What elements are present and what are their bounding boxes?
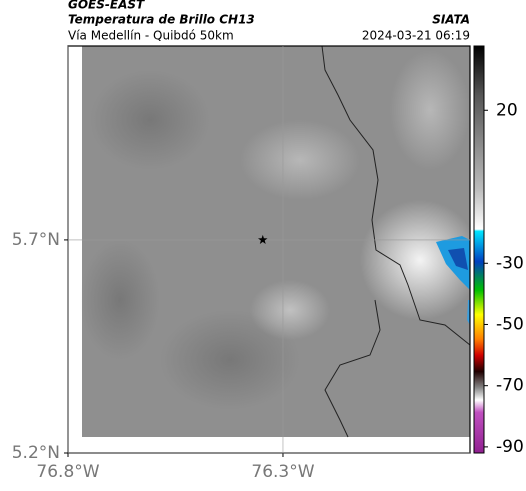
datetime: 2024-03-21 06:19 <box>362 29 470 43</box>
y-tick-label: 5.2°N <box>12 443 60 463</box>
colorbar <box>473 45 485 454</box>
colorbar-tick-label: -70 <box>496 376 524 396</box>
colorbar-tick-label: -90 <box>496 437 524 457</box>
location-marker <box>258 234 268 244</box>
colorbar-tick-label: 20 <box>496 100 518 120</box>
subtitle: Vía Medellín - Quibdó 50km <box>68 29 234 43</box>
boundary-lines <box>321 45 471 438</box>
source: GOES-EAST <box>68 0 145 12</box>
colorbar-tick-label: -30 <box>496 253 524 273</box>
x-tick-label: 76.8°W <box>36 462 99 482</box>
title: Temperatura de Brillo CH13 <box>68 13 255 27</box>
colorbar-tick-label: -50 <box>496 314 524 334</box>
x-tick-label: 76.3°W <box>251 462 314 482</box>
y-tick-label: 5.7°N <box>12 230 60 250</box>
org: SIATA <box>432 13 470 27</box>
satellite-image <box>80 46 480 437</box>
